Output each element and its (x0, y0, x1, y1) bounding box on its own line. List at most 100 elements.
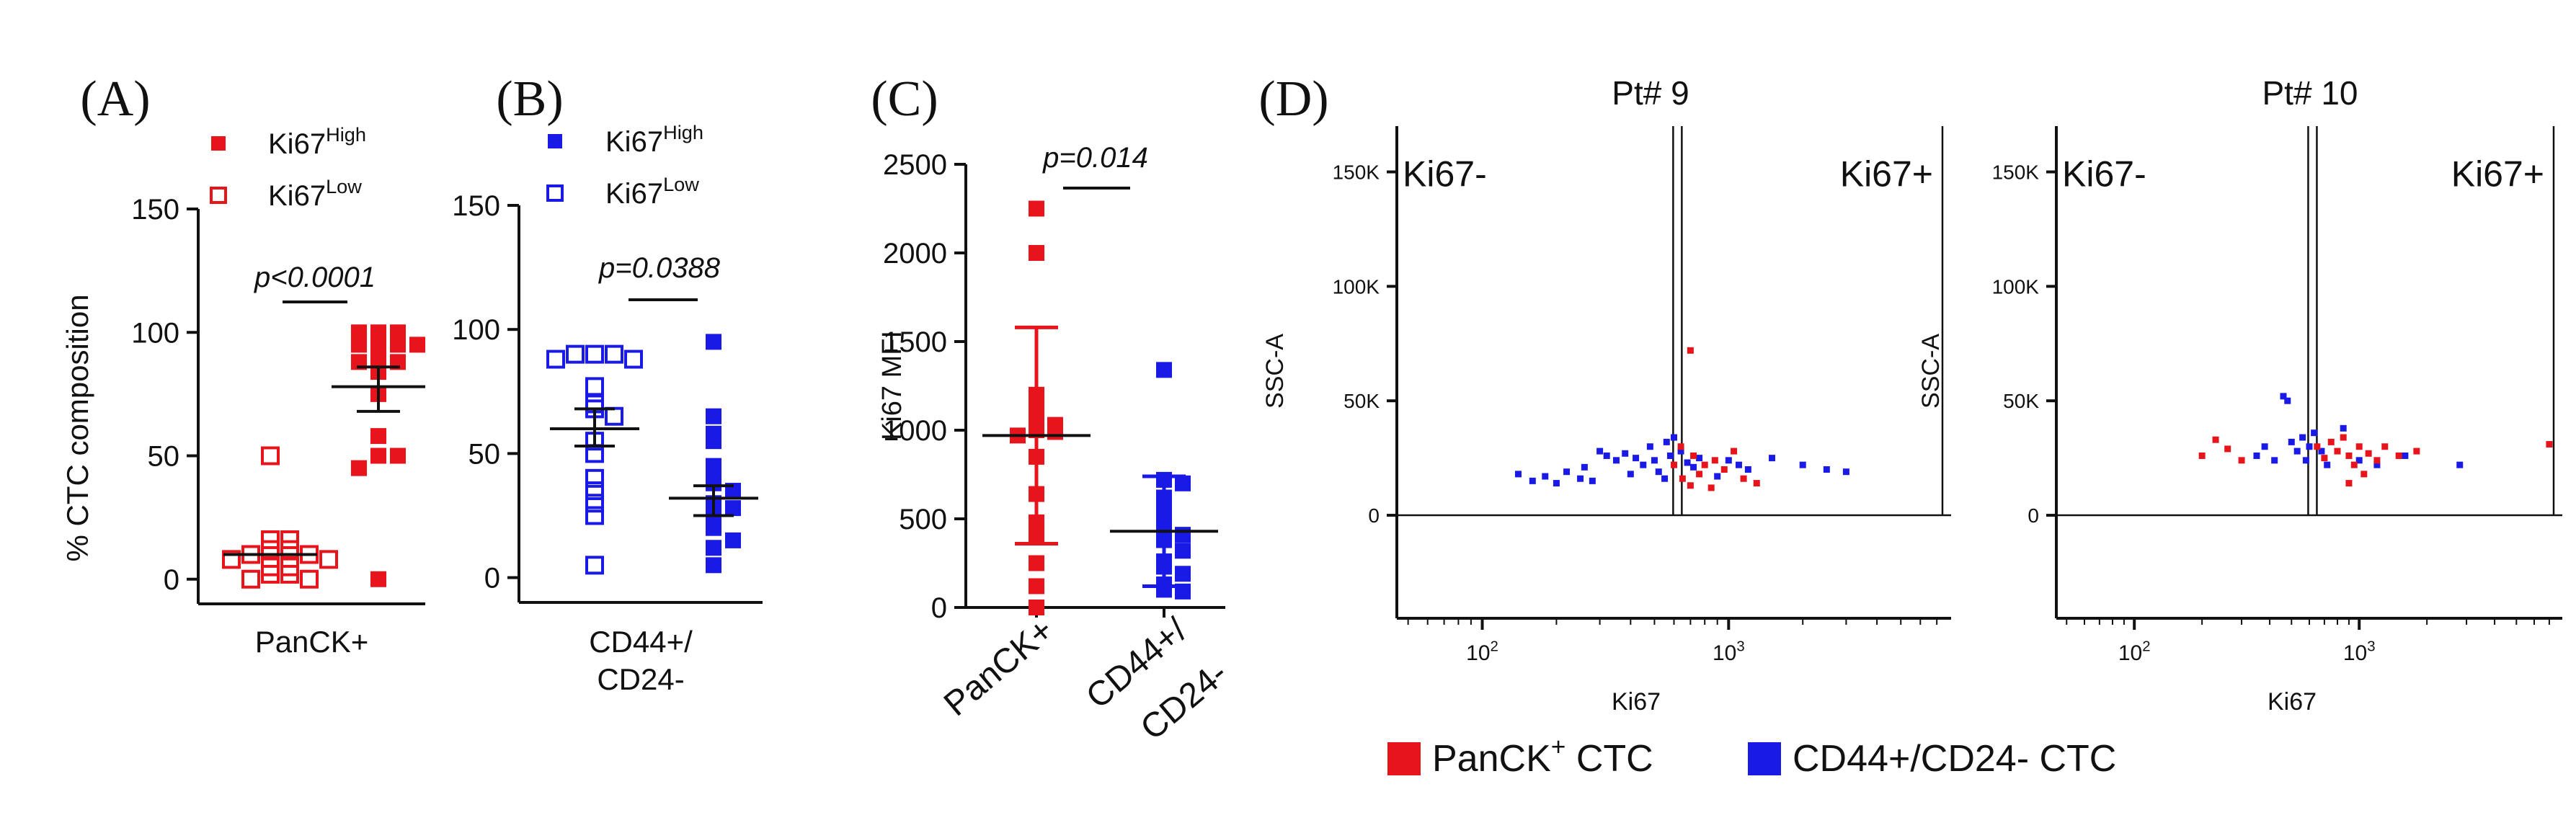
data-point (2288, 438, 2295, 445)
data-point (1707, 484, 1715, 491)
data-point (1029, 600, 1044, 615)
data-point (624, 349, 643, 369)
data-point (280, 564, 299, 584)
legend-label-sup: + (1551, 733, 1566, 761)
y-axis-label: SSC-A (1917, 334, 1945, 409)
y-tick-label: 1000 (883, 415, 947, 447)
data-point (370, 571, 386, 587)
x-axis-label: Ki67 (2268, 688, 2317, 716)
data-point (2355, 443, 2363, 450)
data-point (1701, 461, 1708, 468)
data-point (1677, 443, 1684, 450)
data-point (1563, 468, 1571, 476)
data-point (2302, 457, 2309, 464)
panel-c: (C) 0 500 1000 1500 2000 2500 Ki67 MFI p=0.014 Pa… (871, 71, 1235, 748)
legend-marker (548, 134, 562, 148)
data-point (1655, 468, 1662, 476)
data-point (1684, 459, 1691, 466)
data-point (2327, 438, 2335, 445)
data-point (1553, 480, 1560, 487)
data-point (1769, 455, 1776, 462)
data-point (1663, 438, 1670, 445)
legend-label: CD44+/CD24- CTC (1793, 738, 2116, 780)
panel-d: (D) Pt# 9 0 50K 100K 150K SSC-A Ki67 102 103 Ki67-… (1258, 71, 2562, 780)
legend-label: Ki67High (605, 121, 703, 158)
data-point (319, 550, 338, 569)
plot-title: Pt# 9 (1612, 74, 1689, 112)
data-point (370, 447, 386, 464)
y-axis-label: SSC-A (1261, 334, 1289, 409)
data-point (585, 344, 604, 364)
data-point (1047, 424, 1063, 440)
panel-a: (A) 0 50 100 150 % CTC composition PanCK+ Ki67H… (61, 71, 425, 659)
data-point (706, 334, 721, 350)
y-tick-label: 2500 (883, 149, 947, 181)
data-point (1696, 455, 1703, 462)
data-point (1687, 347, 1694, 354)
data-point (2373, 461, 2381, 468)
y-tick-label: 100K (1992, 275, 2040, 298)
data-point (2224, 445, 2231, 453)
data-point (706, 408, 721, 424)
y-tick-label: 1500 (883, 326, 947, 358)
data-point (1711, 457, 1718, 464)
data-point (2311, 429, 2318, 437)
data-point (2402, 452, 2409, 459)
data-point (2198, 452, 2206, 459)
data-point (1731, 447, 1738, 455)
data-point (706, 520, 721, 536)
legend-marker (1748, 742, 1781, 775)
legend-label: Ki67Low (605, 173, 699, 210)
data-point (1029, 200, 1044, 217)
data-point (2546, 441, 2553, 448)
data-point (2324, 461, 2331, 468)
legend-label: Ki67Low (268, 175, 362, 212)
data-point (1842, 468, 1849, 476)
data-point (370, 349, 386, 365)
legend-d: PanCK+ CTC CD44+/CD24- CTC (1387, 733, 2116, 780)
data-point (706, 475, 721, 491)
y-tick-label: 100 (452, 314, 500, 346)
data-point (1687, 482, 1694, 489)
x-tick-label-sup: 2 (2142, 638, 2150, 654)
y-tick-label: 150K (1992, 161, 2040, 184)
data-point (261, 564, 280, 584)
y-tick-label: 100 (131, 317, 179, 349)
data-point (390, 324, 406, 341)
legend-marker (210, 187, 227, 204)
data-point (2321, 455, 2328, 462)
data-point (2373, 457, 2381, 464)
data-point (2212, 436, 2219, 443)
legend-label-sup: Low (663, 173, 699, 195)
data-point (1744, 466, 1751, 473)
data-point (1666, 452, 1674, 459)
data-point (222, 550, 241, 569)
data-point (2284, 397, 2291, 404)
data-point (2355, 457, 2363, 464)
data-point (605, 344, 623, 364)
x-category-label: CD24- (597, 662, 684, 696)
y-tick-label: 150K (1333, 161, 1380, 184)
data-point (1696, 471, 1703, 478)
data-point (2299, 434, 2306, 441)
gate-label-positive: Ki67+ (1840, 154, 1933, 195)
x-category-label: PanCK+ (255, 625, 369, 659)
data-point (566, 344, 585, 364)
plot-title: Pt# 10 (2262, 74, 2358, 112)
gate-label-negative: Ki67- (2062, 154, 2146, 195)
data-point (2334, 447, 2341, 455)
data-point (2293, 447, 2301, 455)
panel-letter-a: (A) (80, 71, 150, 127)
data-point (2350, 461, 2358, 468)
gate-label-positive: Ki67+ (2451, 154, 2544, 195)
y-axis-label: % CTC composition (61, 294, 94, 561)
data-point (2365, 450, 2372, 457)
legend-marker (1387, 742, 1421, 775)
y-tick-label: 50K (2003, 390, 2039, 412)
legend-label: PanCK+ CTC (1432, 733, 1653, 780)
legend-marker (211, 136, 226, 151)
data-point (2345, 452, 2353, 459)
data-point (1690, 463, 1697, 471)
data-point (1823, 466, 1830, 473)
y-tick-label: 150 (452, 190, 500, 222)
